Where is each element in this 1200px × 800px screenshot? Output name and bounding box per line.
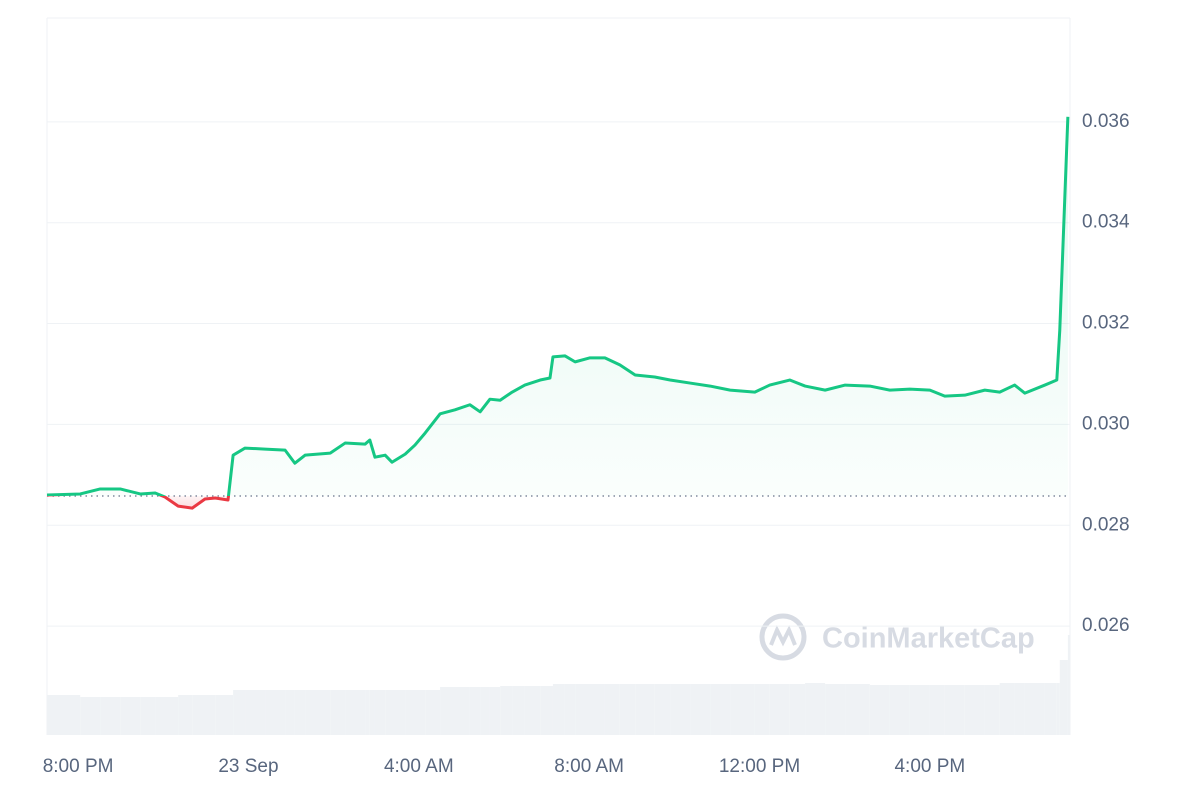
volume-bar xyxy=(1044,683,1057,735)
watermark-text: CoinMarketCap xyxy=(822,623,1035,655)
volume-bar xyxy=(265,690,286,735)
volume-bar xyxy=(192,695,206,735)
volume-bar xyxy=(575,684,591,735)
watermark: CoinMarketCap xyxy=(759,613,1035,661)
volume-bar xyxy=(564,684,576,735)
volume-bar xyxy=(489,687,501,735)
volume-bar xyxy=(100,697,121,735)
volume-bar xyxy=(789,684,806,735)
volume-bar xyxy=(944,685,965,735)
volume-bar xyxy=(690,684,711,735)
volume-bar xyxy=(178,695,193,735)
price-line xyxy=(46,116,1070,510)
volume-bar xyxy=(524,686,541,735)
volume-bar xyxy=(140,697,156,735)
volume-bar xyxy=(540,686,550,735)
volume-bar xyxy=(869,685,890,735)
volume-bar xyxy=(654,684,671,735)
volume-bar xyxy=(1067,635,1070,735)
volume-bar xyxy=(635,684,655,735)
volume-bar xyxy=(405,690,415,735)
volume-bar xyxy=(552,684,565,735)
x-tick-label: 4:00 PM xyxy=(894,756,965,777)
x-tick-label: 23 Sep xyxy=(218,756,278,777)
volume-bar xyxy=(294,690,306,735)
price-area xyxy=(47,116,1068,509)
volume-bar xyxy=(512,686,525,735)
volume-bar xyxy=(469,687,481,735)
volume-bar xyxy=(425,690,441,735)
volume-bar xyxy=(391,690,406,735)
volume-bars xyxy=(47,635,1070,735)
volume-bar xyxy=(245,690,266,735)
volume-bar xyxy=(305,690,331,735)
y-tick-label: 0.036 xyxy=(1082,111,1130,132)
volume-bar xyxy=(80,697,101,735)
volume-bar xyxy=(47,695,81,735)
volume-bar xyxy=(480,687,490,735)
volume-bar xyxy=(929,685,945,735)
x-tick-label: 4:00 AM xyxy=(384,756,454,777)
volume-bar xyxy=(619,684,636,735)
y-tick-label: 0.030 xyxy=(1082,413,1130,434)
volume-bar xyxy=(909,685,930,735)
volume-bar xyxy=(1024,683,1045,735)
volume-bar xyxy=(604,684,620,735)
volume-bar xyxy=(365,690,370,735)
volume-bar xyxy=(500,686,513,735)
volume-bar xyxy=(999,683,1015,735)
volume-bar xyxy=(385,690,392,735)
volume-bar xyxy=(440,687,456,735)
volume-bar xyxy=(769,684,790,735)
volume-bar xyxy=(670,684,691,735)
volume-bar xyxy=(825,684,846,735)
volume-bar xyxy=(1056,683,1060,735)
volume-bar xyxy=(345,690,366,735)
watermark-logo xyxy=(759,613,807,661)
x-tick-label: 8:00 PM xyxy=(43,756,114,777)
volume-bar xyxy=(964,685,985,735)
volume-bar xyxy=(155,697,165,735)
y-tick-label: 0.034 xyxy=(1082,212,1130,233)
y-tick-label: 0.032 xyxy=(1082,313,1130,334)
volume-bar xyxy=(710,684,731,735)
volume-bar xyxy=(228,695,234,735)
volume-bar xyxy=(754,684,770,735)
watermark-logo-mark xyxy=(769,625,797,647)
volume-bar xyxy=(369,690,375,735)
volume-bar xyxy=(414,690,426,735)
y-tick-label: 0.026 xyxy=(1082,615,1130,636)
volume-bar xyxy=(984,685,1000,735)
volume-bar xyxy=(455,687,470,735)
volume-bar xyxy=(233,690,246,735)
volume-bar xyxy=(590,684,605,735)
volume-bar xyxy=(164,697,179,735)
volume-bar xyxy=(120,697,141,735)
volume-bar xyxy=(1059,660,1068,735)
x-tick-label: 8:00 AM xyxy=(554,756,624,777)
volume-bar xyxy=(285,690,295,735)
volume-bar xyxy=(374,690,386,735)
volume-bar xyxy=(549,686,553,735)
volume-bar xyxy=(730,684,755,735)
y-tick-label: 0.028 xyxy=(1082,514,1130,535)
volume-bar xyxy=(330,690,346,735)
volume-bar xyxy=(805,683,826,735)
volume-bar xyxy=(889,685,910,735)
volume-bar xyxy=(845,684,870,735)
volume-bar xyxy=(1014,683,1025,735)
volume-bar xyxy=(215,695,229,735)
volume-bar xyxy=(205,695,216,735)
x-tick-label: 12:00 PM xyxy=(719,756,800,777)
